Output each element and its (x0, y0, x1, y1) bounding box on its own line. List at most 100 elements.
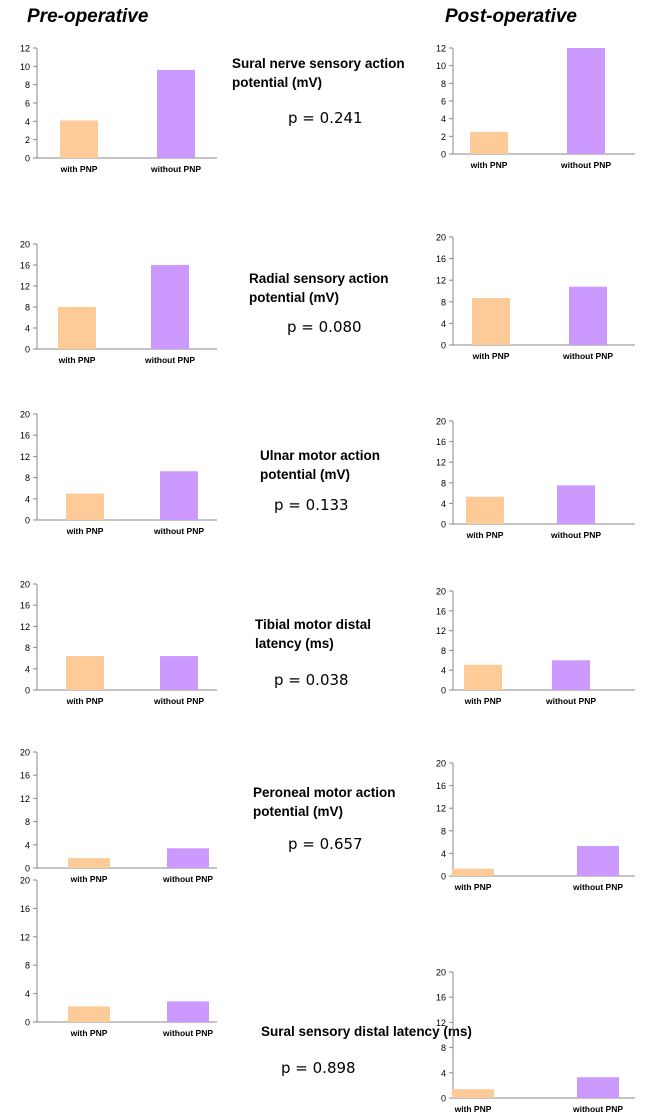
x-category-label: with PNP (70, 1028, 108, 1038)
x-category-label: without PNP (162, 874, 213, 884)
y-tick-label: 8 (441, 478, 446, 488)
measure-title-sural-sensory: Sural sensory distal latency (ms) (261, 1024, 472, 1039)
y-tick-label: 8 (441, 1043, 446, 1053)
y-tick-label: 2 (25, 135, 30, 145)
bar-with-pnp (58, 307, 96, 349)
measure-title-tibial: Tibial motor distal latency (ms) (255, 617, 372, 651)
y-tick-label: 0 (441, 520, 446, 530)
x-category-label: without PNP (150, 164, 201, 174)
y-tick-label: 4 (25, 117, 30, 127)
x-category-label: without PNP (162, 1028, 213, 1038)
bar-with-pnp (466, 496, 504, 524)
x-category-label: without PNP (562, 351, 613, 361)
y-tick-label: 12 (20, 932, 30, 942)
y-tick-label: 12 (436, 1018, 446, 1028)
x-category-label: with PNP (60, 164, 98, 174)
x-category-label: with PNP (70, 874, 108, 884)
x-category-label: with PNP (464, 696, 502, 706)
p-value-radial: p = 0.080 (287, 318, 362, 336)
y-tick-label: 20 (20, 410, 30, 420)
y-tick-label: 16 (20, 601, 30, 611)
x-category-label: with PNP (454, 1104, 492, 1113)
y-tick-label: 12 (20, 44, 30, 54)
y-tick-label: 0 (441, 150, 446, 160)
y-tick-label: 8 (25, 80, 30, 90)
x-category-label: without PNP (550, 530, 601, 540)
y-tick-label: 4 (25, 324, 30, 334)
x-category-label: with PNP (470, 160, 508, 170)
y-tick-label: 20 (20, 580, 30, 590)
y-tick-label: 20 (20, 240, 30, 250)
y-tick-label: 12 (436, 44, 446, 54)
y-tick-label: 16 (20, 261, 30, 271)
bar-without-pnp (557, 485, 595, 524)
y-tick-label: 10 (20, 62, 30, 72)
y-tick-label: 4 (25, 840, 30, 850)
p-value-tibial: p = 0.038 (274, 671, 349, 689)
y-tick-label: 4 (441, 114, 446, 124)
y-tick-label: 0 (441, 872, 446, 882)
y-tick-label: 0 (25, 1018, 30, 1028)
y-tick-label: 12 (436, 804, 446, 814)
chart-post-ulnar: 0 4 8 12 16 20 with PNP without PNP (436, 417, 635, 540)
bar-with-pnp (60, 120, 98, 158)
y-tick-label: 8 (441, 297, 446, 307)
bar-without-pnp (552, 660, 590, 690)
y-tick-label: 16 (436, 993, 446, 1003)
y-tick-label: 8 (441, 646, 446, 656)
chart-post-tibial: 0 4 8 12 16 20 with PNP without PNP (436, 587, 635, 706)
chart-pre-tibial: 0 4 8 12 16 20 with PNP without PNP (20, 580, 217, 706)
y-tick-label: 0 (25, 345, 30, 355)
y-tick-label: 6 (25, 99, 30, 109)
x-category-label: without PNP (572, 1104, 623, 1113)
y-tick-label: 20 (436, 968, 446, 978)
p-value-sural-nerve: p = 0.241 (288, 109, 363, 127)
p-value-ulnar: p = 0.133 (274, 496, 349, 514)
x-category-label: without PNP (153, 526, 204, 536)
bar-with-pnp (452, 1089, 494, 1098)
y-tick-label: 20 (436, 587, 446, 597)
y-tick-label: 8 (441, 826, 446, 836)
y-tick-label: 12 (20, 452, 30, 462)
x-category-label: with PNP (454, 882, 492, 892)
y-tick-label: 4 (441, 1068, 446, 1078)
y-tick-label: 16 (20, 904, 30, 914)
bar-without-pnp (167, 848, 209, 868)
bar-with-pnp (452, 868, 494, 876)
measure-title-ulnar: Ulnar motor action potential (mV) (260, 448, 381, 482)
y-tick-label: 4 (441, 666, 446, 676)
y-tick-label: 4 (25, 989, 30, 999)
bar-with-pnp (464, 664, 502, 690)
x-category-label: with PNP (66, 526, 104, 536)
bar-without-pnp (569, 286, 607, 345)
measure-title-radial: Radial sensory action potential (mV) (249, 271, 389, 305)
y-tick-label: 0 (441, 686, 446, 696)
bar-without-pnp (160, 471, 198, 520)
post-operative-heading: Post-operative (445, 6, 577, 27)
y-tick-label: 4 (25, 494, 30, 504)
p-value-peroneal: p = 0.657 (288, 835, 363, 853)
bar-without-pnp (577, 1077, 619, 1098)
bar-with-pnp (470, 131, 508, 154)
bar-with-pnp (68, 858, 110, 868)
y-tick-label: 16 (436, 781, 446, 791)
bar-with-pnp (66, 656, 104, 690)
y-tick-label: 10 (436, 61, 446, 71)
x-category-label: without PNP (545, 696, 596, 706)
bar-without-pnp (567, 48, 605, 154)
y-tick-label: 4 (441, 319, 446, 329)
chart-post-sural-sensory: 0 4 8 12 16 20 with PNP without PNP (436, 968, 635, 1113)
chart-pre-radial: 0 4 8 12 16 20 with PNP without PNP (20, 240, 217, 365)
y-tick-label: 16 (436, 254, 446, 264)
x-category-label: with PNP (466, 530, 504, 540)
bar-without-pnp (167, 1001, 209, 1022)
chart-post-sural-nerve: 0 2 4 6 8 10 12 with PNP without PNP (436, 44, 635, 170)
y-tick-label: 8 (25, 817, 30, 827)
y-tick-label: 12 (20, 282, 30, 292)
y-tick-label: 8 (441, 79, 446, 89)
y-tick-label: 20 (436, 759, 446, 769)
y-tick-label: 12 (20, 794, 30, 804)
chart-pre-peroneal: 0 4 8 12 16 20 with PNP without PNP (20, 748, 217, 884)
measure-title-peroneal: Peroneal motor action potential (mV) (253, 785, 396, 819)
chart-pre-ulnar: 0 4 8 12 16 20 with PNP without PNP (20, 410, 217, 536)
